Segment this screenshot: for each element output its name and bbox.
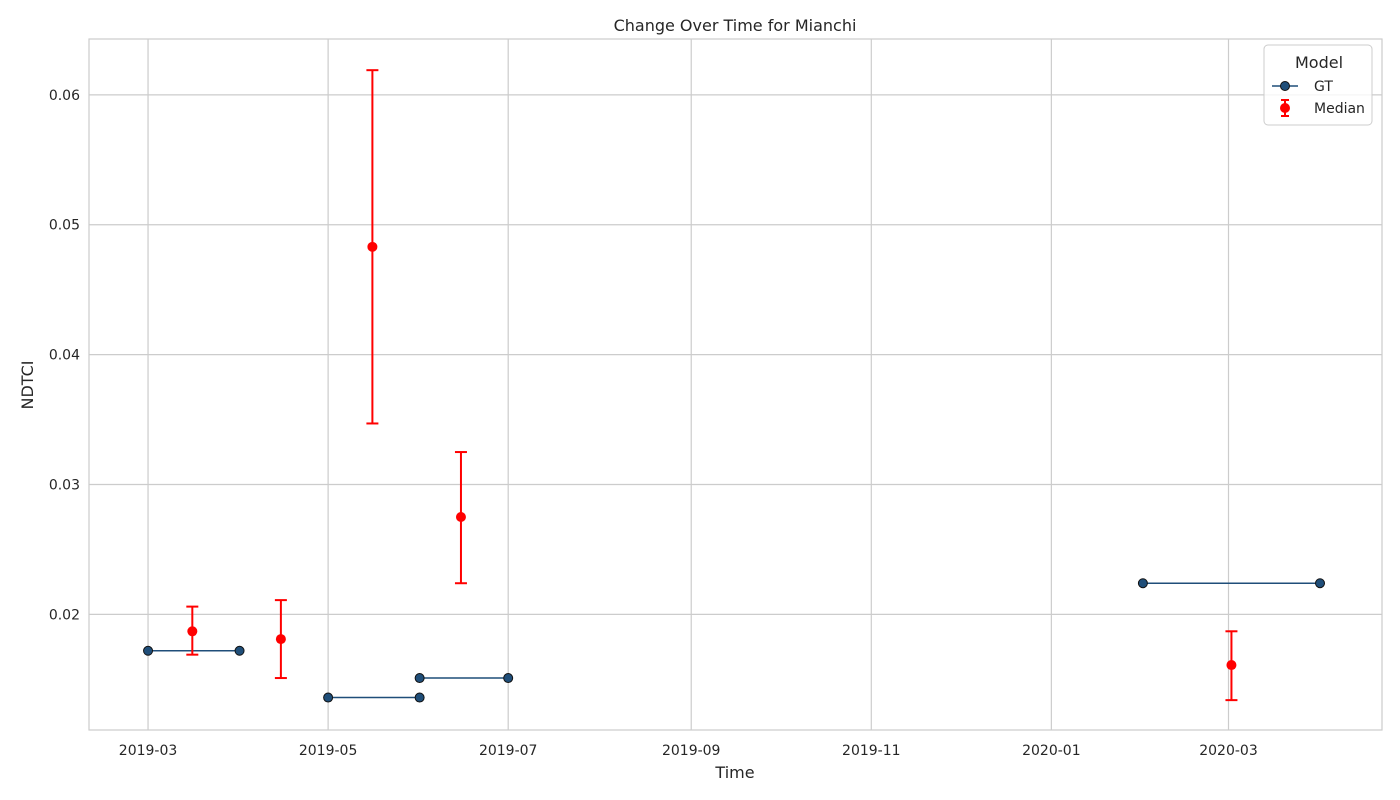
y-tick-label: 0.05: [49, 218, 80, 234]
y-tick-label: 0.06: [49, 88, 80, 104]
y-tick-label: 0.03: [49, 478, 80, 494]
median-point: [1226, 660, 1237, 671]
legend-median-marker: [1280, 103, 1290, 113]
grid: [89, 39, 1382, 730]
x-tick-label: 2019-05: [299, 743, 358, 759]
gt-point: [323, 692, 334, 703]
y-tick-label: 0.02: [49, 607, 80, 623]
y-axis-title: NDTCI: [18, 360, 37, 409]
legend-gt-label: GT: [1314, 79, 1333, 95]
gt-point: [414, 692, 425, 703]
median-point: [455, 511, 466, 522]
series-layer: [143, 69, 1326, 703]
legend-box: [1263, 44, 1373, 126]
legend-entry-gt: GT: [1272, 79, 1333, 95]
gt-point: [1137, 578, 1148, 589]
y-tick-label: 0.04: [49, 348, 80, 364]
median-point: [275, 634, 286, 645]
gt-point: [1315, 578, 1326, 589]
median-point: [367, 241, 378, 252]
x-tick-label: 2020-03: [1199, 743, 1258, 759]
gt-point: [414, 673, 425, 684]
plot-area: [88, 38, 1383, 731]
x-tick-label: 2019-11: [842, 743, 901, 759]
legend: Model GT Median: [1263, 44, 1373, 126]
chart-title: Change Over Time for Mianchi: [614, 16, 857, 35]
legend-gt-marker: [1280, 81, 1290, 91]
gt-point: [143, 645, 154, 656]
x-tick-label: 2020-01: [1022, 743, 1081, 759]
x-tick-label: 2019-09: [662, 743, 721, 759]
median-point: [187, 626, 198, 637]
x-tick-label: 2019-03: [119, 743, 178, 759]
x-tick-label: 2019-07: [479, 743, 538, 759]
legend-median-label: Median: [1314, 101, 1365, 117]
x-axis-title: Time: [714, 763, 754, 782]
gt-point: [234, 645, 245, 656]
tick-labels: 2019-03 2019-05 2019-07 2019-09 2019-11 2020-…: [49, 88, 1258, 759]
legend-title: Model: [1295, 53, 1343, 72]
legend-entry-median: Median: [1280, 99, 1365, 117]
gt-point: [503, 673, 514, 684]
